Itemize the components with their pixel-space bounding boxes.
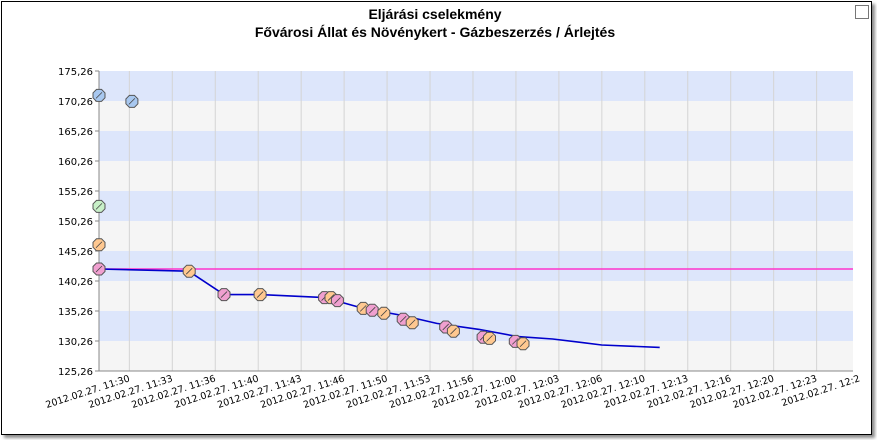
bid-marker-slash — [486, 335, 493, 342]
bid-marker-slash — [220, 291, 228, 298]
bid-marker-slash — [442, 323, 449, 331]
y-tick-label: 145,26 — [58, 247, 93, 258]
bid-marker-slash — [95, 241, 103, 249]
plot-band — [99, 221, 853, 251]
bid-marker — [483, 331, 496, 345]
y-tick-label: 155,26 — [58, 187, 93, 198]
bid-marker — [330, 294, 344, 308]
y-tick-label: 130,26 — [58, 337, 93, 348]
bid-marker — [446, 324, 460, 338]
chart-title: Eljárási cselekmény — [368, 6, 502, 22]
window-close-box[interactable] — [855, 5, 869, 19]
bid-marker-slash — [380, 309, 388, 317]
bid-marker — [516, 337, 530, 351]
bid-marker-slash — [185, 267, 193, 275]
plot-band — [99, 71, 853, 101]
plot-band — [99, 311, 853, 341]
chart-subtitle: Fővárosi Állat és Növénykert - Gázbeszer… — [254, 24, 616, 40]
bid-marker — [253, 288, 267, 302]
bid-marker-slash — [512, 338, 519, 345]
bid-marker-slash — [334, 297, 341, 304]
bid-marker-slash — [450, 327, 457, 335]
x-gridlines — [128, 71, 818, 371]
plot-band — [99, 131, 853, 161]
plot-band — [99, 341, 853, 371]
bid-marker — [377, 306, 391, 320]
bid-marker-slash — [95, 203, 103, 210]
y-tick-label: 125,26 — [58, 367, 93, 378]
bid-marker-slash — [368, 306, 376, 314]
y-tick-label: 135,26 — [58, 307, 93, 318]
bid-marker-slash — [128, 98, 136, 105]
bid-marker — [125, 94, 139, 108]
bid-marker — [92, 262, 106, 276]
y-tick-label: 150,26 — [58, 217, 93, 228]
plot-band — [99, 101, 853, 131]
bid-marker-slash — [408, 319, 416, 327]
bid-marker — [405, 316, 419, 330]
bid-marker-slash — [327, 294, 335, 301]
bid-marker-slash — [95, 265, 103, 273]
bid-marker — [365, 303, 379, 317]
bid-marker-slash — [519, 340, 527, 348]
bid-marker — [92, 238, 106, 252]
y-tick-label: 170,26 — [58, 97, 93, 108]
y-tick-label: 160,26 — [58, 157, 93, 168]
y-tick-label: 165,26 — [58, 127, 93, 138]
y-tick-label: 140,26 — [58, 277, 93, 288]
bid-marker — [182, 264, 196, 278]
bid-marker — [92, 199, 106, 213]
plot-band — [99, 191, 853, 221]
bid-marker-slash — [256, 291, 264, 298]
plot-background-bands — [99, 71, 853, 371]
plot-band — [99, 251, 853, 281]
plot-band — [99, 161, 853, 191]
y-tick-label: 175,26 — [58, 67, 93, 78]
bid-marker-slash — [399, 315, 407, 323]
data-markers — [92, 88, 530, 351]
plot-band — [99, 281, 853, 311]
bid-marker-slash — [359, 305, 367, 312]
bid-marker-slash — [95, 92, 103, 99]
bid-marker — [217, 288, 231, 302]
bid-marker — [92, 88, 106, 102]
y-axis-tick-labels: 125,26 130,26 135,26 140,26 145,26 150,26 155,… — [58, 67, 99, 378]
